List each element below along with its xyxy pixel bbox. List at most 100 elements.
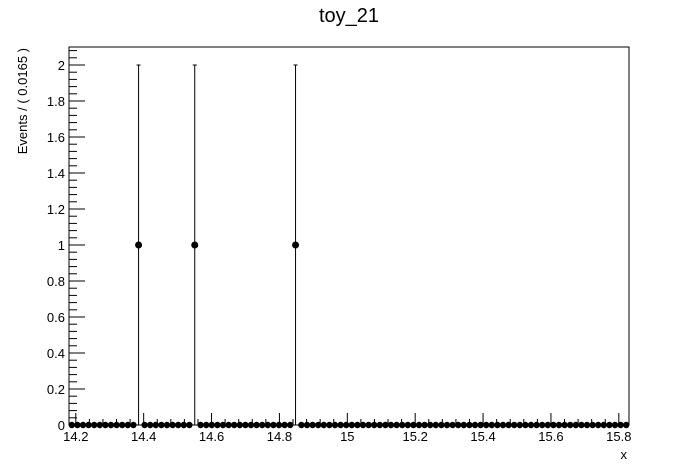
- data-point: [225, 421, 232, 429]
- data-point: [236, 421, 243, 429]
- data-point: [96, 421, 104, 429]
- data-point: [303, 421, 311, 429]
- data-point: [410, 421, 417, 429]
- data-point: [130, 421, 137, 429]
- x-axis-label: x: [621, 447, 628, 462]
- data-point: [231, 421, 238, 429]
- y-tick-label: 0.4: [47, 346, 65, 361]
- data-point: [365, 421, 372, 429]
- data-point: [399, 421, 406, 429]
- y-tick-label: 1.2: [47, 202, 65, 217]
- data-point: [287, 421, 294, 429]
- data-point: [186, 421, 193, 429]
- data-point: [606, 421, 613, 429]
- data-point: [74, 421, 81, 429]
- data-point: [292, 241, 300, 249]
- data-point: [404, 421, 411, 429]
- y-tick-label: 0: [58, 418, 65, 433]
- plot-frame: [68, 46, 630, 426]
- x-tick-label: 15.8: [606, 429, 631, 444]
- data-point: [393, 421, 400, 429]
- data-point: [488, 421, 495, 429]
- data-point: [494, 421, 501, 429]
- data-point: [527, 421, 535, 429]
- data-point: [180, 421, 187, 429]
- data-point: [443, 421, 451, 429]
- data-point: [567, 421, 574, 429]
- data-point: [359, 421, 367, 429]
- data-point: [578, 421, 585, 429]
- data-point: [91, 421, 98, 429]
- data-point: [158, 421, 165, 429]
- data-point: [208, 421, 215, 429]
- data-point: [623, 421, 630, 429]
- x-tick-label: 14.8: [267, 429, 292, 444]
- data-point: [163, 421, 171, 429]
- data-point: [572, 421, 579, 429]
- y-tick-label: 2: [58, 58, 65, 73]
- data-point: [600, 421, 607, 429]
- data-point: [331, 421, 339, 429]
- y-tick-label: 0.8: [47, 274, 65, 289]
- data-point: [175, 421, 182, 429]
- data-point: [281, 421, 288, 429]
- data-point: [583, 421, 591, 429]
- y-tick-label: 1.6: [47, 130, 65, 145]
- data-point: [415, 421, 423, 429]
- data-point: [348, 421, 355, 429]
- data-point: [595, 421, 602, 429]
- data-point: [309, 421, 316, 429]
- data-point: [79, 421, 87, 429]
- y-axis-label: Events / ( 0.0165 ): [15, 48, 30, 154]
- x-tick-label: 15.2: [403, 429, 428, 444]
- data-point: [460, 421, 467, 429]
- data-point: [371, 421, 378, 429]
- data-point: [533, 421, 540, 429]
- data-point: [561, 421, 568, 429]
- data-point: [147, 421, 154, 429]
- data-point: [169, 421, 176, 429]
- data-point: [505, 421, 512, 429]
- y-tick-label: 1.8: [47, 94, 65, 109]
- data-point: [219, 421, 227, 429]
- data-point: [455, 421, 462, 429]
- y-tick-label: 0.2: [47, 382, 65, 397]
- data-point: [320, 421, 327, 429]
- data-point: [113, 421, 120, 429]
- data-point: [376, 421, 383, 429]
- y-tick-label: 1.4: [47, 166, 65, 181]
- data-point: [264, 421, 271, 429]
- data-point: [522, 421, 529, 429]
- data-point: [197, 421, 204, 429]
- data-point: [68, 421, 76, 429]
- x-tick-label: 14.2: [63, 429, 88, 444]
- data-point: [539, 421, 546, 429]
- data-point: [516, 421, 523, 429]
- data-point: [343, 421, 350, 429]
- x-tick-label: 15: [340, 429, 354, 444]
- data-point: [449, 421, 456, 429]
- x-tick-label: 15.4: [470, 429, 495, 444]
- data-point: [203, 421, 210, 429]
- data-point: [421, 421, 428, 429]
- x-tick-label: 15.6: [538, 429, 563, 444]
- data-point: [337, 421, 344, 429]
- data-point: [119, 421, 126, 429]
- data-point: [499, 421, 507, 429]
- data-point: [511, 421, 518, 429]
- data-point: [191, 241, 199, 249]
- data-point: [298, 421, 305, 429]
- data-point: [382, 421, 389, 429]
- data-point: [544, 421, 551, 429]
- data-point: [135, 241, 143, 249]
- data-point: [152, 421, 159, 429]
- data-point: [270, 421, 277, 429]
- data-point: [315, 421, 322, 429]
- data-point: [589, 421, 596, 429]
- y-tick-label: 1: [58, 238, 65, 253]
- data-point: [427, 421, 434, 429]
- data-point: [611, 421, 619, 429]
- data-point: [124, 421, 131, 429]
- data-point: [253, 421, 260, 429]
- data-point: [550, 421, 557, 429]
